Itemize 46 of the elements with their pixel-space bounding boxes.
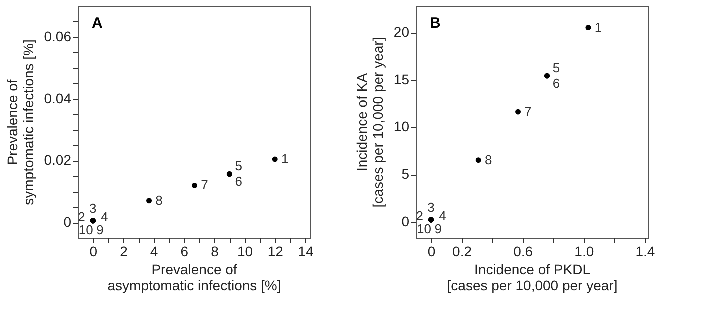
annotation: 1 — [282, 151, 289, 166]
x-axis-title: Prevalence of asymptomatic infections [%] — [108, 262, 282, 294]
annotation: 7 — [524, 104, 532, 120]
annotation: 9 — [434, 222, 442, 237]
annotation: A — [92, 15, 103, 32]
y-tick-label: 20 — [394, 24, 410, 40]
x-tick-label: 0.2 — [452, 244, 472, 260]
annotation: 8 — [484, 152, 492, 168]
annotation: 4 — [439, 208, 446, 224]
annotation: 5 — [235, 158, 242, 174]
y-tick-label: 0.02 — [44, 152, 72, 168]
x-tick-label: 6 — [180, 244, 189, 260]
x-tick-label: 4 — [150, 244, 158, 260]
annotation: 5 — [552, 60, 560, 76]
annotation: 1 — [594, 20, 602, 35]
annotation: 10 — [416, 222, 432, 237]
x-tick-label: 1.4 — [636, 244, 656, 260]
annotation: B — [430, 15, 441, 32]
x-axis-title: Incidence of PKDL [cases per 10,000 per year] — [447, 262, 618, 294]
y-axis-title: Incidence of KA [cases per 10,000 per year] — [354, 37, 386, 208]
x-tick-label: 1.0 — [574, 244, 594, 260]
x-tick-label: 14 — [298, 244, 314, 260]
x-tick-label: 0 — [90, 244, 98, 260]
y-tick-label: 0 — [402, 213, 410, 230]
y-tick-label: 10 — [394, 118, 410, 135]
annotation: 3 — [90, 200, 97, 216]
x-tick-label: 0 — [428, 244, 436, 260]
annotation: 10 — [78, 222, 94, 238]
annotation: 4 — [100, 209, 108, 224]
y-tick-label: 0.04 — [44, 90, 72, 106]
annotation: 3 — [428, 200, 435, 216]
y-tick-label: 5 — [402, 166, 410, 182]
x-tick-label: 0.6 — [514, 244, 534, 260]
annotation: 6 — [552, 76, 560, 91]
y-axis-title: Prevalence of symptomatic infections [%] — [4, 40, 36, 206]
x-tick-label: 10 — [238, 244, 254, 260]
y-tick-label: 0 — [64, 214, 72, 230]
annotation: 6 — [235, 174, 242, 189]
annotation: 7 — [201, 178, 208, 193]
x-tick-label: 12 — [268, 244, 284, 260]
annotation: 9 — [96, 222, 104, 238]
y-tick-label: 15 — [394, 71, 410, 88]
x-tick-label: 8 — [211, 244, 220, 260]
annotation: 8 — [156, 192, 163, 208]
y-tick-label: 0.06 — [44, 28, 72, 44]
x-tick-label: 2 — [120, 244, 128, 260]
